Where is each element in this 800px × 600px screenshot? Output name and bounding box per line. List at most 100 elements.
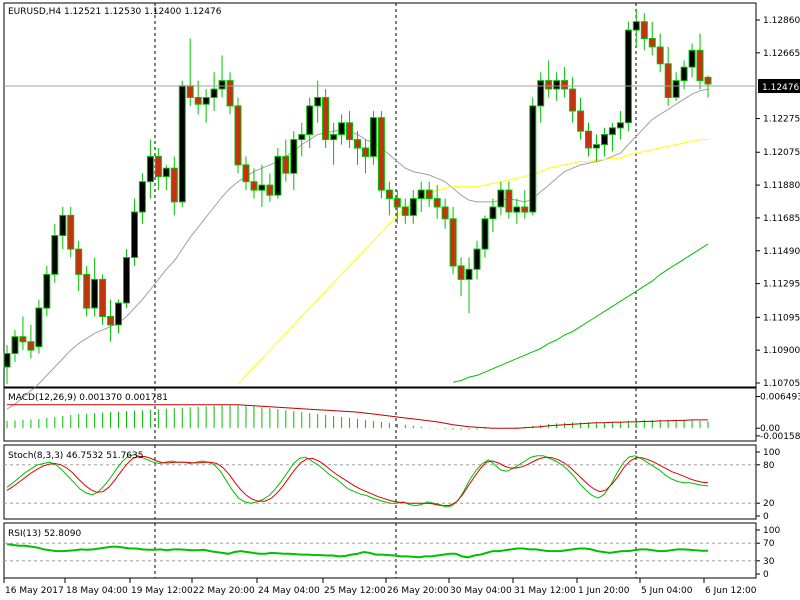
price-pane-border xyxy=(3,2,757,388)
bear-candle xyxy=(696,49,704,82)
current-price-text: 1.12476 xyxy=(762,83,799,93)
price-tick-label: 1.12860 xyxy=(763,16,800,26)
stoch-signal-line xyxy=(6,456,709,507)
bear-candle xyxy=(640,21,648,39)
bear-candle xyxy=(242,164,250,183)
bull-candle xyxy=(601,134,608,146)
session-separators xyxy=(154,3,637,387)
bull-candle xyxy=(274,155,282,196)
rsi-tick-label: 30 xyxy=(763,557,775,567)
bear-candle xyxy=(322,97,330,141)
bull-candle xyxy=(417,189,425,200)
bull-candle xyxy=(409,198,417,216)
bull-candle xyxy=(481,218,489,250)
bear-candle xyxy=(27,341,35,351)
bear-candle xyxy=(569,88,577,112)
current-price-label: 1.12476 xyxy=(758,79,800,93)
price-tick-label: 1.10900 xyxy=(763,346,800,356)
rsi-pane: RSI(13) 52.8090 100 70 30 0 xyxy=(3,522,780,580)
bear-candle xyxy=(585,130,592,149)
rsi-path xyxy=(6,543,708,559)
price-tick-label: 1.11295 xyxy=(763,280,800,290)
bear-candle xyxy=(234,105,242,166)
bear-candle xyxy=(385,189,393,200)
stoch-tick-label: 0 xyxy=(763,512,769,522)
stoch-main-line xyxy=(6,454,709,508)
time-tick-label: 1 Jun 20:00 xyxy=(578,586,630,596)
bear-candle xyxy=(401,206,409,216)
price-tick-label: 1.12665 xyxy=(763,49,800,59)
rsi-pane-border xyxy=(3,522,757,579)
bear-candle xyxy=(648,38,656,48)
bull-candle xyxy=(369,117,377,157)
bear-candle xyxy=(226,80,234,107)
stoch-pane: Stoch(8,3,3) 46.7532 51.7635 100 80 20 0 xyxy=(3,444,780,522)
bear-candle xyxy=(194,97,202,105)
bear-candle xyxy=(75,248,83,275)
bull-candle xyxy=(131,211,138,258)
bull-candle xyxy=(162,167,170,178)
stoch-tick-label: 80 xyxy=(763,461,775,471)
bull-candle xyxy=(290,139,298,174)
time-tick-label: 5 Jun 04:00 xyxy=(641,586,693,596)
bull-candle xyxy=(616,122,624,129)
rsi-title: RSI(13) 52.8090 xyxy=(8,529,81,539)
bull-candle xyxy=(338,122,346,136)
bull-candle xyxy=(59,214,67,237)
bull-candle xyxy=(608,127,616,136)
macd-histogram xyxy=(6,404,709,430)
bull-candle xyxy=(11,336,19,355)
price-tick-label: 1.11490 xyxy=(763,247,800,257)
bull-candle xyxy=(298,134,306,141)
time-tick-label: 24 May 04:00 xyxy=(258,586,320,596)
bull-candle xyxy=(330,134,338,141)
bear-candle xyxy=(99,278,107,317)
rsi-axis: 100 70 30 0 xyxy=(756,526,780,580)
bull-candle xyxy=(91,278,99,309)
price-pane: EURUSD,H4 1.12521 1.12530 1.12400 1.1247… xyxy=(3,2,800,410)
bear-candle xyxy=(545,80,553,90)
macd-signal-line xyxy=(7,404,708,429)
bull-candle xyxy=(632,21,640,31)
bull-candle xyxy=(680,66,688,82)
macd-tick-label: -0.001581 xyxy=(760,432,800,442)
bull-candle xyxy=(43,273,51,309)
time-tick-label: 19 May 12:00 xyxy=(131,586,193,596)
rsi-tick-label: 100 xyxy=(763,526,780,536)
time-tick-label: 22 May 20:00 xyxy=(193,586,255,596)
macd-signal-path xyxy=(7,404,708,429)
bull-candle xyxy=(51,235,59,275)
ma-mid-line xyxy=(237,139,708,385)
bear-candle xyxy=(362,147,369,157)
stoch-pane-border xyxy=(3,444,757,520)
bear-candle xyxy=(186,85,194,98)
bull-candle xyxy=(473,248,481,270)
time-tick-label: 31 May 12:00 xyxy=(514,586,576,596)
bull-candle xyxy=(672,80,680,98)
bull-candle xyxy=(497,189,505,208)
price-tick-label: 1.11880 xyxy=(763,181,800,191)
bull-candle xyxy=(529,105,537,213)
time-axis: 16 May 2017 18 May 04:00 19 May 12:00 22 Ma… xyxy=(3,578,757,596)
bear-candle xyxy=(521,206,529,213)
bear-candle xyxy=(441,206,449,220)
time-tick-label: 16 May 2017 xyxy=(5,586,64,596)
bear-candle xyxy=(393,198,401,208)
macd-axis: 0.006493 0.00-0.001581 xyxy=(756,393,800,442)
bull-candle xyxy=(593,144,600,149)
stoch-title: Stoch(8,3,3) 46.7532 51.7635 xyxy=(8,451,143,461)
bear-candle xyxy=(656,46,664,65)
bull-candle xyxy=(123,257,130,304)
bull-candle xyxy=(489,206,497,220)
bear-candle xyxy=(505,189,513,213)
time-tick-label: 26 May 20:00 xyxy=(387,586,449,596)
bull-candle xyxy=(210,88,218,98)
bull-candle xyxy=(624,29,632,124)
macd-tick-label: 0.006493 xyxy=(760,393,800,403)
macd-pane: MACD(12,26,9) 0.001370 0.001781 0.006493… xyxy=(3,387,800,442)
candles xyxy=(3,9,712,384)
bull-candle xyxy=(513,206,521,213)
price-axis: 1.12860 1.12665 1.12275 1.12075 1.11880 1.116… xyxy=(756,16,800,389)
bull-candle xyxy=(35,307,43,348)
